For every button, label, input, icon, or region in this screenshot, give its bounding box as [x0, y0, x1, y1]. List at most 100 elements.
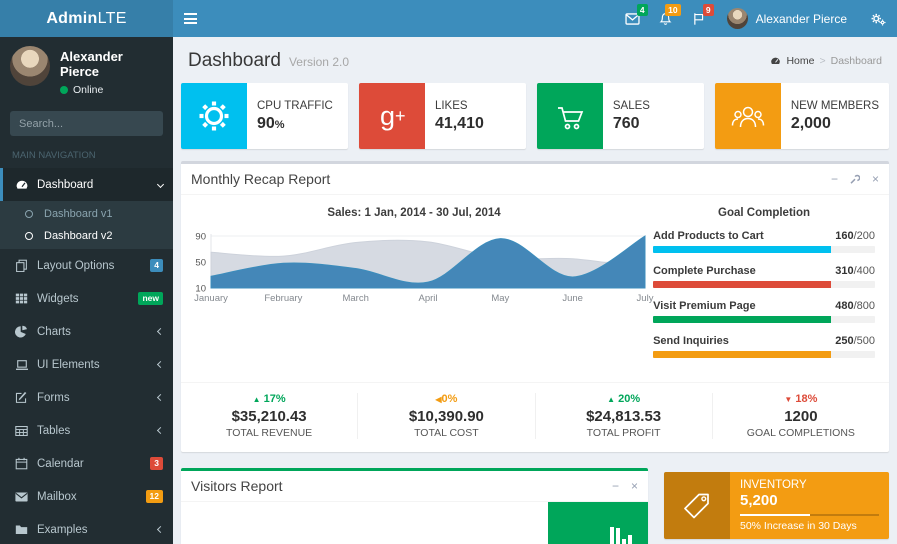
tag-icon — [664, 472, 730, 539]
sidebar-item-ui-elements[interactable]: UI Elements — [0, 348, 173, 381]
visitors-report-box: Visitors Report − × — [181, 468, 648, 544]
notifications-menu[interactable]: 10 — [649, 0, 682, 37]
circle-o-icon — [21, 232, 36, 240]
svg-text:90: 90 — [195, 232, 206, 243]
app-logo[interactable]: AdminLTE — [0, 0, 173, 37]
search-input[interactable] — [10, 111, 163, 136]
close-icon[interactable]: × — [631, 480, 638, 492]
settings-button[interactable] — [850, 174, 860, 184]
messages-badge: 4 — [637, 4, 648, 16]
top-navbar: 4 10 9 Alexander Pierce — [173, 0, 897, 37]
main-header: AdminLTE 4 10 9 Alexander Pierce — [0, 0, 897, 37]
close-icon[interactable]: × — [872, 173, 879, 185]
sidebar-item-calendar[interactable]: Calendar 3 — [0, 447, 173, 480]
online-status-icon — [60, 86, 68, 94]
folder-icon — [14, 524, 29, 535]
svg-text:g: g — [380, 101, 395, 131]
svg-text:+: + — [395, 106, 406, 126]
caret-up-icon: ▲ — [607, 395, 615, 404]
logo-light: LTE — [98, 10, 127, 28]
messages-menu[interactable]: 4 — [616, 0, 649, 37]
content-header: Dashboard Version 2.0 Home > Dashboard — [181, 45, 889, 83]
layout-options-badge: 4 — [150, 259, 163, 272]
info-box-new-members: NEW MEMBERS 2,000 — [715, 83, 889, 149]
mailbox-badge: 12 — [146, 490, 163, 503]
stat-total-cost: ◀0% $10,390.90 TOTAL COST — [358, 393, 535, 439]
goal-visit-premium: Visit Premium Page480/800 — [653, 300, 875, 323]
sidebar-item-layout-options[interactable]: Layout Options 4 — [0, 249, 173, 282]
goal-add-products: Add Products to Cart160/200 — [653, 230, 875, 253]
breadcrumb: Home > Dashboard — [770, 55, 882, 67]
info-box-likes: g+ LIKES 41,410 — [359, 83, 526, 149]
sparkline-bars-icon — [610, 527, 632, 544]
breadcrumb-home-link[interactable]: Home — [786, 55, 814, 67]
progress-bar — [653, 281, 831, 288]
chevron-left-icon — [157, 427, 164, 434]
monthly-recap-footer: ▲ 17% $35,210.43 TOTAL REVENUE ◀0% $10,3… — [181, 382, 889, 452]
laptop-icon — [14, 359, 29, 371]
page-subtitle: Version 2.0 — [289, 55, 349, 69]
chevron-left-icon — [157, 394, 164, 401]
widgets-badge: new — [138, 292, 163, 305]
sidebar-item-dashboard-v2[interactable]: Dashboard v2 — [0, 225, 173, 247]
inventory-info-box: INVENTORY 5,200 50% Increase in 30 Days — [664, 472, 889, 539]
sidebar-item-widgets[interactable]: Widgets new — [0, 282, 173, 315]
stat-total-profit: ▲ 20% $24,813.53 TOTAL PROFIT — [536, 393, 713, 439]
inventory-value: 5,200 — [740, 492, 879, 509]
control-sidebar-toggle[interactable] — [859, 0, 897, 37]
user-name: Alexander Pierce — [756, 12, 847, 26]
svg-text:May: May — [491, 293, 509, 304]
sales-chart-title: Sales: 1 Jan, 2014 - 30 Jul, 2014 — [193, 207, 635, 219]
sidebar-user-name: Alexander Pierce — [60, 49, 163, 79]
shopping-cart-icon — [537, 83, 603, 149]
sidebar-user-status[interactable]: Online — [60, 84, 163, 96]
sidebar-section-label: MAIN NAVIGATION — [0, 140, 173, 168]
sidebar-item-tables[interactable]: Tables — [0, 414, 173, 447]
sidebar-item-examples[interactable]: Examples — [0, 513, 173, 544]
wrench-icon — [850, 174, 860, 184]
chevron-left-icon — [157, 526, 164, 533]
tachometer-icon — [14, 179, 29, 191]
gear-icon — [181, 83, 247, 149]
chevron-left-icon — [157, 328, 164, 335]
sidebar-toggle-button[interactable] — [173, 0, 207, 37]
goal-completion-panel: Goal Completion Add Products to Cart160/… — [645, 204, 879, 370]
collapse-button[interactable]: − — [831, 173, 838, 185]
gears-icon — [870, 12, 886, 26]
inventory-label: INVENTORY — [740, 479, 879, 491]
sidebar-item-charts[interactable]: Charts — [0, 315, 173, 348]
box-title: Monthly Recap Report — [191, 171, 330, 187]
svg-text:June: June — [562, 293, 583, 304]
circle-o-icon — [21, 210, 36, 218]
goal-complete-purchase: Complete Purchase310/400 — [653, 265, 875, 288]
progress-bar — [653, 351, 831, 358]
chevron-left-icon — [157, 361, 164, 368]
sidebar-item-dashboard[interactable]: Dashboard — [0, 168, 173, 201]
inventory-description: 50% Increase in 30 Days — [740, 520, 879, 532]
svg-text:March: March — [342, 293, 368, 304]
user-menu[interactable]: Alexander Pierce — [715, 0, 859, 37]
edit-icon — [14, 391, 29, 404]
box-title: Visitors Report — [191, 478, 283, 494]
sidebar-item-dashboard-v1[interactable]: Dashboard v1 — [0, 203, 173, 225]
envelope-icon — [14, 492, 29, 502]
info-box-sales: SALES 760 — [537, 83, 704, 149]
tasks-menu[interactable]: 9 — [682, 0, 715, 37]
google-plus-icon: g+ — [359, 83, 425, 149]
sidebar-search — [10, 111, 163, 136]
visitors-map-area — [181, 502, 548, 544]
user-avatar — [727, 8, 748, 29]
svg-text:February: February — [264, 293, 302, 304]
main-sidebar: Alexander Pierce Online MAIN NAVIGATION … — [0, 37, 173, 544]
svg-text:April: April — [418, 293, 437, 304]
users-icon — [715, 83, 781, 149]
sidebar-item-mailbox[interactable]: Mailbox 12 — [0, 480, 173, 513]
caret-up-icon: ▲ — [253, 395, 261, 404]
sidebar-item-forms[interactable]: Forms — [0, 381, 173, 414]
collapse-button[interactable]: − — [612, 480, 619, 492]
monthly-recap-header: Monthly Recap Report − × — [181, 164, 889, 195]
content-wrapper: Dashboard Version 2.0 Home > Dashboard C… — [173, 37, 897, 544]
dashboard-submenu: Dashboard v1 Dashboard v2 — [0, 201, 173, 249]
calendar-badge: 3 — [150, 457, 163, 470]
goal-send-inquiries: Send Inquiries250/500 — [653, 335, 875, 358]
